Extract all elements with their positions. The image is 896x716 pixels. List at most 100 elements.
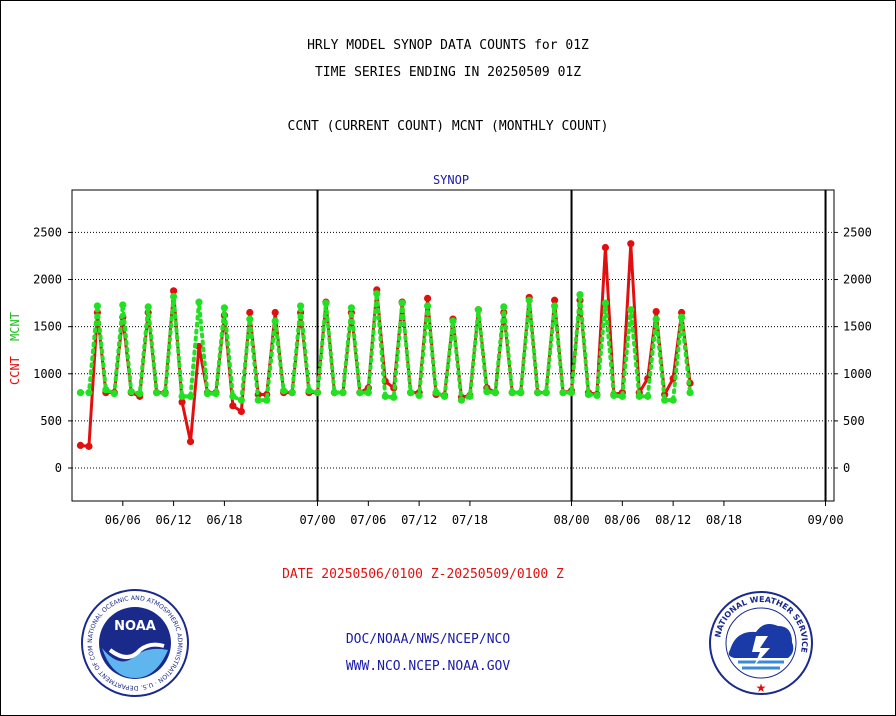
x-tick-label: 06/12 [156,513,192,527]
mcnt-point [305,387,313,395]
mcnt-point [601,299,610,307]
plot-area-border [71,189,835,502]
mcnt-point [635,392,643,400]
mcnt-point [203,389,212,398]
mcnt-point [254,396,262,404]
footer-org-path: DOC/NOAA/NWS/NCEP/NCO [345,632,511,647]
series-layer [76,240,694,450]
x-tick-label: 08/00 [553,513,589,527]
mcnt-point [119,301,127,309]
mcnt-point [542,389,550,397]
mcnt-point [280,387,288,395]
mcnt-point [449,317,457,325]
mcnt-point [686,389,694,397]
mcnt-point [170,292,178,301]
mcnt-point [390,393,398,401]
y-axis-right: 0 500 1000 1500 2000 2500 [834,225,872,475]
mcnt-point [534,389,542,397]
ccnt-point [551,296,559,304]
mcnt-point [491,389,499,397]
y-axis-left: 0 500 1000 1500 2000 2500 [33,225,72,475]
mcnt-point [669,396,677,404]
mcnt-point [610,391,618,400]
mcnt-point [263,396,271,404]
y-tick-label: 1500 [33,320,62,334]
mcnt-point [381,392,389,400]
mcnt-point [517,389,525,397]
mcnt-point [322,299,330,307]
noaa-logo: NOAA NATIONAL OCEANIC AND ATMOSPHERIC AD… [80,588,189,697]
mcnt-point [161,389,169,398]
ccnt-point [76,441,85,449]
nws-logo: ★ NATIONAL WEATHER SERVICE [709,591,813,695]
mcnt-point [525,296,533,304]
ccnt-point [85,442,93,450]
mcnt-point [483,388,491,396]
mcnt-point [229,392,237,400]
x-tick-label: 07/00 [299,513,335,527]
mcnt-point [347,304,355,312]
mcnt-point [678,313,686,321]
x-tick-label: 07/12 [401,513,437,527]
mcnt-point [271,317,279,325]
mcnt-point [407,389,415,397]
mcnt-point [356,389,364,397]
date-range-label: DATE 20250506/0100 Z-20250509/0100 Z [282,567,564,582]
mcnt-point [652,315,660,323]
x-tick-label: 08/12 [655,513,691,527]
ccnt-point [186,438,195,446]
footer-website[interactable]: WWW.NCO.NCEP.NOAA.GOV [345,659,511,674]
mcnt-point [661,396,669,404]
y-tick-label: 500 [40,414,62,428]
mcnt-point [551,302,559,310]
y-tick-label: 2000 [843,273,872,287]
ccnt-point [246,308,254,317]
y-label-mcnt: MCNT [8,312,22,341]
ccnt-point [271,308,279,317]
mcnt-point [644,392,652,400]
ccnt-point [652,307,660,316]
mcnt-point [457,396,466,404]
mcnt-point [288,389,296,397]
mcnt-point [313,389,322,397]
mcnt-point [212,389,220,398]
mcnt-point [195,298,203,306]
mcnt-point [237,396,245,404]
mcnt-point [364,389,372,397]
x-tick-label: 08/06 [604,513,640,527]
y-tick-label: 2500 [843,225,872,239]
mcnt-point [102,386,110,394]
y-tick-label: 2000 [33,273,62,287]
series-mcnt [76,290,694,404]
mcnt-point [144,303,152,311]
mcnt-point [474,306,482,314]
grid-lines [72,231,834,469]
mcnt-point [415,391,423,400]
y-tick-label: 1000 [843,367,872,381]
mcnt-point [500,303,508,311]
nws-star-icon: ★ [756,681,767,695]
ccnt-point [195,342,203,351]
ccnt-point [229,402,237,410]
mcnt-point [373,290,381,298]
mcnt-point [618,392,626,400]
mcnt-point [508,389,516,397]
x-tick-label: 07/06 [350,513,386,527]
mcnt-point [93,302,101,310]
mcnt-point [85,389,93,397]
ccnt-point [178,398,186,406]
mcnt-point [127,388,135,396]
plot-title: SYNOP [433,173,469,187]
y-tick-label: 1000 [33,367,62,381]
x-tick-label: 07/18 [452,513,488,527]
mcnt-point [339,389,347,397]
mcnt-point [627,306,635,314]
ccnt-line [80,242,692,448]
y-tick-label: 0 [843,461,850,475]
mcnt-point [593,391,601,400]
x-tick-label: 06/06 [105,513,141,527]
chart-subtitle: CCNT (CURRENT COUNT) MCNT (MONTHLY COUNT… [287,119,609,134]
mcnt-point [567,389,576,397]
ccnt-point [601,243,610,252]
